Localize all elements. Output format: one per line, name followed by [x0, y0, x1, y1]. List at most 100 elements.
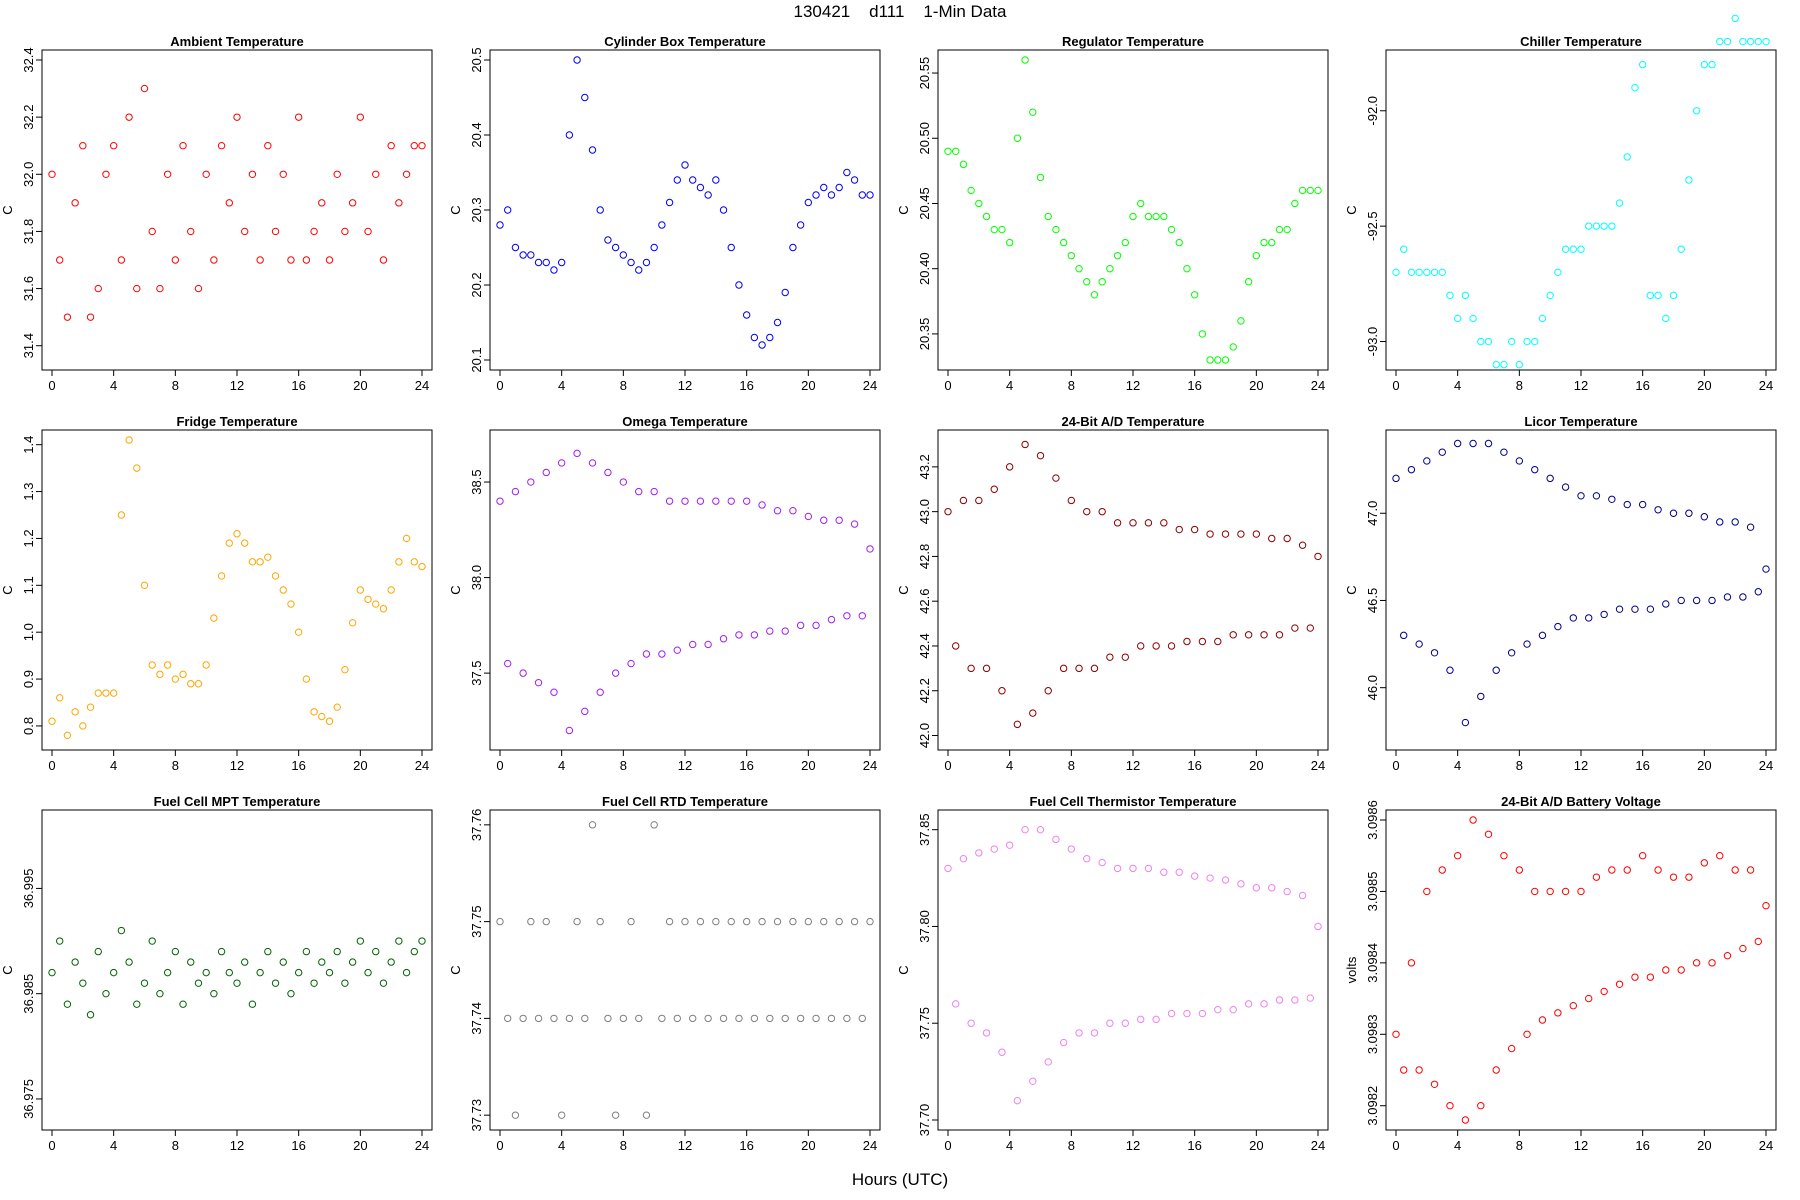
data-point	[804, 198, 813, 207]
data-point	[1731, 866, 1739, 874]
data-point	[820, 917, 828, 926]
chart-panel-2: Cylinder Box Temperature 0 4 8 12 16 20 24 20.1 2…	[448, 34, 881, 393]
x-tick-label: 20	[801, 1138, 815, 1153]
x-tick-label: 20	[1249, 1138, 1263, 1153]
data-point	[86, 1011, 95, 1019]
y-tick-label: 47.0	[1365, 501, 1380, 526]
data-point	[1731, 518, 1739, 526]
data-point	[1059, 1038, 1068, 1047]
data-point	[573, 917, 581, 926]
x-tick-label: 4	[1454, 1138, 1461, 1153]
data-point	[56, 694, 64, 702]
data-point	[1160, 868, 1168, 876]
y-tick-label: -93.0	[1365, 327, 1380, 357]
data-point	[588, 821, 597, 829]
data-point	[1237, 530, 1245, 538]
data-point	[1646, 605, 1655, 613]
data-point	[1275, 225, 1284, 234]
y-tick-label: 3.0985	[1365, 872, 1380, 912]
data-point	[1754, 937, 1762, 946]
data-point	[1029, 108, 1037, 116]
data-point	[1221, 876, 1230, 884]
y-tick-label: 32.2	[21, 104, 36, 129]
data-point	[348, 958, 357, 966]
data-point	[1083, 278, 1091, 286]
data-point	[256, 558, 264, 566]
data-point	[210, 614, 218, 622]
data-point	[1746, 37, 1755, 46]
data-point	[604, 1014, 612, 1023]
data-point	[1438, 268, 1446, 277]
data-point	[1708, 596, 1716, 605]
x-tick-label: 20	[353, 378, 367, 393]
chart-panel-5: Fridge Temperature 0 4 8 12 16 20 24 0.8 0.9 1.0 1.…	[0, 414, 433, 773]
x-tick-label: 16	[1187, 1138, 1201, 1153]
data-point	[1090, 664, 1099, 673]
data-point	[1137, 642, 1145, 650]
y-axis-label: volts	[1344, 956, 1359, 983]
y-tick-label: 20.4	[469, 122, 484, 147]
x-tick-label: 4	[558, 1138, 565, 1153]
data-point	[79, 722, 87, 730]
data-point	[1484, 439, 1493, 448]
data-point	[217, 142, 226, 150]
data-point	[1469, 314, 1477, 323]
data-point	[588, 146, 597, 154]
data-point	[1214, 1005, 1222, 1014]
data-point	[140, 84, 149, 93]
x-tick-label: 4	[1454, 378, 1461, 393]
data-point	[1746, 866, 1755, 874]
data-point	[310, 979, 318, 987]
data-point	[843, 168, 851, 177]
data-point	[1314, 552, 1322, 561]
data-point	[858, 191, 866, 199]
y-axis-label: C	[448, 205, 463, 214]
data-point	[241, 539, 249, 547]
data-point	[642, 1111, 651, 1119]
y-tick-label: 43.2	[917, 454, 932, 479]
data-point	[1160, 212, 1168, 221]
data-point	[163, 170, 172, 178]
data-point	[1739, 593, 1747, 601]
data-point	[1113, 519, 1122, 527]
x-tick-label: 24	[415, 758, 429, 773]
data-point	[665, 497, 674, 505]
data-point	[225, 539, 233, 547]
data-point	[1013, 1096, 1022, 1105]
x-tick-label: 12	[1574, 378, 1588, 393]
data-point	[217, 947, 226, 956]
data-point	[1167, 225, 1176, 234]
data-point	[665, 917, 674, 926]
data-point	[1283, 534, 1291, 543]
data-point	[1044, 687, 1052, 695]
data-point	[125, 958, 133, 966]
data-point	[156, 989, 164, 998]
data-point	[1029, 709, 1037, 717]
data-point	[1059, 664, 1068, 673]
data-point	[1423, 268, 1431, 277]
data-point	[1400, 1066, 1408, 1074]
data-point	[1500, 852, 1508, 860]
data-point	[557, 459, 566, 467]
data-point	[1229, 1005, 1237, 1014]
data-point	[1638, 500, 1647, 509]
x-tick-label: 20	[1249, 758, 1263, 773]
data-point	[959, 496, 968, 505]
data-point	[1198, 637, 1207, 646]
data-point	[796, 221, 805, 229]
x-tick-label: 0	[944, 758, 951, 773]
data-point	[1090, 1029, 1099, 1037]
x-tick-label: 8	[620, 758, 627, 773]
data-point	[1268, 238, 1276, 247]
data-point	[1129, 519, 1137, 527]
data-point	[550, 1014, 558, 1023]
data-point	[1507, 649, 1516, 657]
x-tick-label: 16	[291, 1138, 305, 1153]
y-tick-label: 37.75	[917, 1007, 932, 1040]
data-point	[1275, 631, 1284, 639]
data-point	[1453, 439, 1462, 448]
data-point	[1600, 987, 1608, 996]
data-point	[1090, 291, 1099, 299]
data-point	[271, 227, 280, 236]
data-point	[140, 979, 149, 987]
